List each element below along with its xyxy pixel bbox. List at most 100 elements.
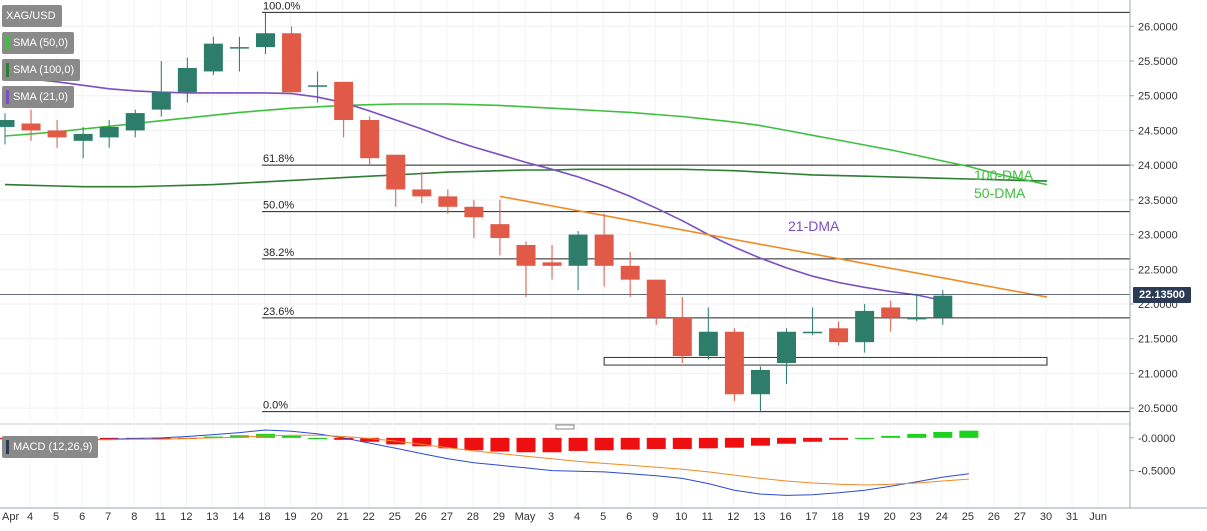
macd-histogram-bar: [881, 435, 901, 438]
time-tick-label: 19: [284, 511, 296, 523]
time-tick-label: 5: [53, 511, 59, 523]
candle-body: [907, 317, 927, 320]
time-tick-label: 5: [600, 511, 606, 523]
macd-signal-line: [5, 434, 969, 486]
macd-histogram-bar: [490, 437, 510, 452]
time-tick-label: 13: [753, 511, 765, 523]
candle-body: [542, 262, 562, 266]
candle-body: [646, 279, 666, 318]
time-tick-label: 11: [155, 511, 166, 523]
time-tick-label: 27: [1014, 511, 1026, 523]
macd-histogram-bar: [803, 437, 823, 442]
sma-21-line: [4, 75, 943, 302]
support-zone: [603, 356, 1048, 366]
resistance-trendline: [499, 195, 1048, 298]
candle-body: [803, 331, 823, 334]
time-tick-label: Jun: [1089, 511, 1107, 523]
time-axis: Apr 4 5 6 7 8 11 12 13 14 18 19 20 21 22 25 26 27 28 29 May 3…: [2, 511, 1107, 523]
legend-symbol-label: XAG/USD: [6, 10, 56, 22]
candle-body: [308, 85, 328, 87]
candle-body: [412, 189, 432, 197]
candle-body: [750, 369, 770, 395]
sma-100-line: [4, 168, 1048, 188]
candle-body: [386, 154, 406, 190]
fib-level-label: 100.0%: [263, 0, 301, 12]
time-tick-label: 22: [363, 511, 375, 523]
time-tick-label: 11: [702, 511, 713, 523]
price-tick-label: 20.5000: [1138, 403, 1178, 415]
annotation-21-dma: 21-DMA: [788, 218, 840, 234]
time-tick-label: 18: [258, 511, 270, 523]
candle-body: [490, 224, 510, 239]
price-tick-label: 24.5000: [1138, 125, 1178, 137]
time-tick-label: 25: [389, 511, 401, 523]
time-tick-label: 12: [180, 511, 192, 523]
candle-body: [464, 206, 484, 218]
fib-level-label: 38.2%: [263, 247, 294, 259]
annotation-50-dma: 50-DMA: [974, 185, 1026, 201]
legend-macd-swatch: [6, 440, 9, 454]
time-tick-label: 8: [131, 511, 137, 523]
candle-body: [698, 331, 718, 357]
macd-histogram-bar: [99, 437, 119, 440]
legend-macd[interactable]: MACD (12,26,9): [2, 436, 99, 458]
time-tick-label: 27: [441, 511, 453, 523]
candle-body: [724, 331, 744, 395]
time-tick-label: 26: [415, 511, 427, 523]
time-tick-label: 31: [1066, 511, 1078, 523]
fib-level-label: 50.0%: [263, 200, 294, 212]
price-tick-label: 21.5000: [1138, 334, 1178, 346]
macd-histogram-bar: [516, 437, 536, 453]
time-tick-label: 4: [574, 511, 580, 523]
time-tick-label: Apr: [2, 511, 19, 523]
legend-sma50[interactable]: SMA (50,0): [2, 32, 75, 54]
legend-sma100-swatch: [6, 63, 9, 77]
candle-body: [151, 92, 171, 110]
candle-body: [672, 317, 692, 357]
fib-level-label: 61.8%: [263, 153, 294, 165]
legend-sma21[interactable]: SMA (21,0): [2, 86, 75, 108]
time-tick-label: 3: [548, 511, 554, 523]
candle-body: [73, 133, 93, 141]
legend-symbol[interactable]: XAG/USD: [2, 5, 62, 27]
time-tick-label: 16: [779, 511, 791, 523]
price-tick-label: 23.5000: [1138, 195, 1178, 207]
candle-body: [881, 307, 901, 318]
fibonacci-levels: 100.0% 61.8% 50.0% 38.2% 23.6% 0.0%: [262, 0, 1130, 413]
macd-histogram-bar: [412, 437, 432, 447]
macd-histogram-bar: [282, 435, 302, 438]
legend-sma21-swatch: [6, 90, 9, 104]
candle-body: [516, 244, 536, 266]
candle-body: [0, 120, 15, 127]
time-tick-label: 29: [493, 511, 505, 523]
moving-averages: [0, 75, 1130, 302]
time-tick-label: 23: [910, 511, 922, 523]
macd-histogram-bar: [542, 437, 562, 453]
price-tick-label: 24.0000: [1138, 160, 1178, 172]
time-tick-label: 14: [232, 511, 244, 523]
macd-histogram-bar: [620, 437, 640, 450]
macd-histogram-bar: [568, 437, 588, 451]
macd-histogram-bar: [959, 430, 979, 438]
time-tick-label: 26: [988, 511, 1000, 523]
macd-histogram-bar: [933, 431, 953, 438]
time-tick-label: 30: [1040, 511, 1052, 523]
legend-sma21-label: SMA (21,0): [13, 91, 69, 103]
candle-body: [177, 67, 197, 93]
macd-histogram-bar: [777, 437, 796, 444]
candle-body: [282, 33, 302, 93]
macd-histogram-bar: [308, 437, 328, 440]
candle-body: [620, 265, 640, 280]
time-tick-label: 10: [675, 511, 687, 523]
macd-histogram-bar: [698, 437, 718, 449]
legend-sma100[interactable]: SMA (100,0): [2, 59, 81, 81]
time-tick-label: 9: [652, 511, 658, 523]
macd-histogram-bar: [646, 437, 666, 449]
time-tick-label: 7: [105, 511, 111, 523]
time-tick-label: 20: [310, 511, 322, 523]
time-tick-label: 6: [626, 511, 632, 523]
candle-body: [933, 295, 953, 318]
macd-histogram-bar: [855, 437, 875, 440]
